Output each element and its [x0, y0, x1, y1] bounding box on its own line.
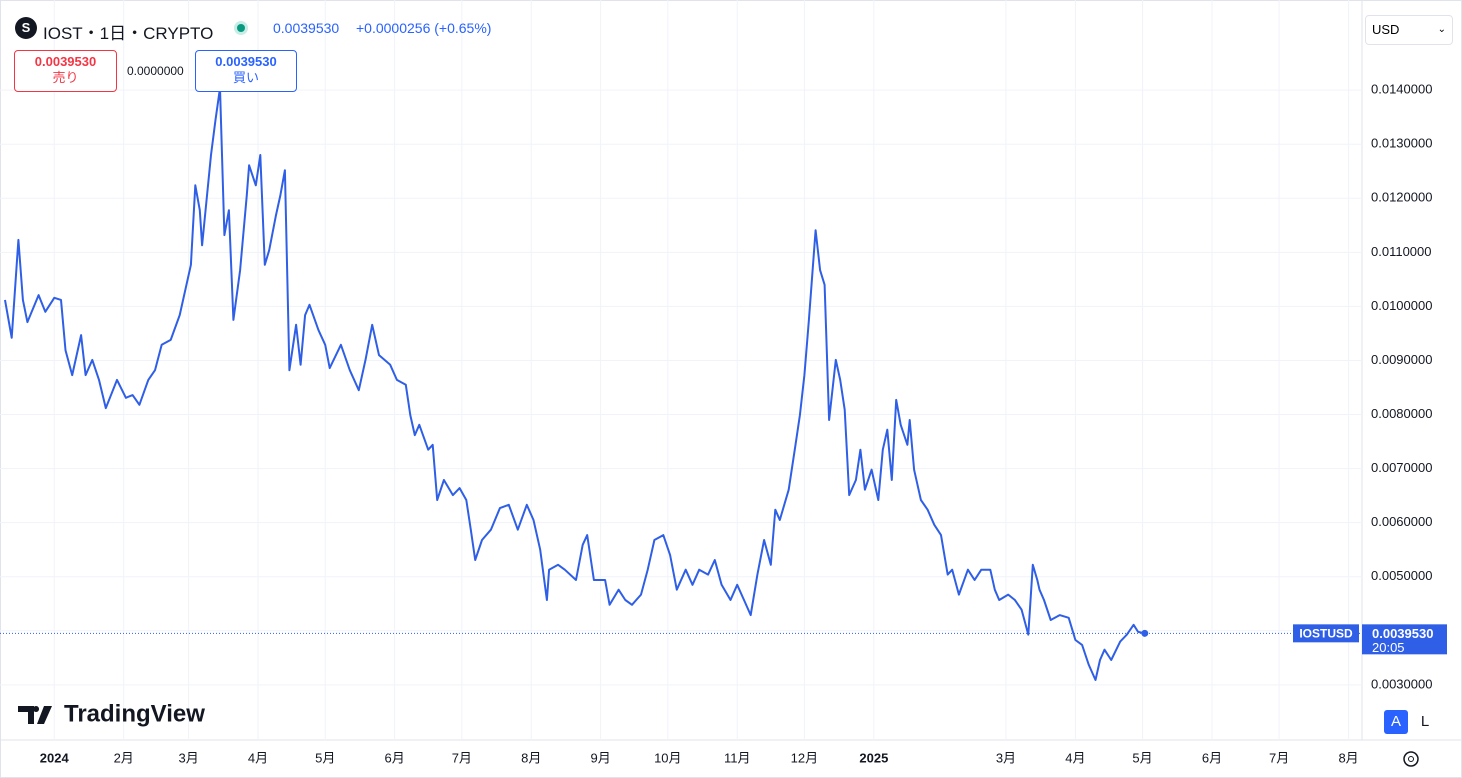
y-tick-label: 0.0130000 [1371, 136, 1432, 151]
x-tick-label: 8月 [1338, 750, 1358, 765]
x-tick-label: 7月 [1269, 750, 1289, 765]
buy-label[interactable]: 買い [232, 70, 259, 85]
log-scale-button[interactable]: L [1420, 713, 1430, 730]
y-tick-label: 0.0110000 [1371, 244, 1432, 259]
x-tick-label: 2025 [859, 750, 888, 765]
last-time: 20:05 [1372, 640, 1405, 655]
x-tick-label: 6月 [1202, 750, 1222, 765]
status-ring [234, 21, 248, 35]
buy-price[interactable]: 0.0039530 [215, 54, 277, 69]
last-price-label: 0.0039530 [1372, 626, 1433, 641]
x-tick-label: 10月 [654, 750, 681, 765]
grid [0, 0, 1362, 740]
x-tick-label: 11月 [724, 750, 751, 765]
axes: 0.00300000.00400000.00500000.00600000.00… [40, 82, 1447, 765]
x-tick-label: 9月 [591, 750, 611, 765]
x-tick-label: 8月 [521, 750, 541, 765]
x-tick-label: 12月 [791, 750, 818, 765]
sell-label[interactable]: 売り [52, 70, 79, 85]
header-price: 0.0039530 [273, 20, 340, 36]
x-tick-label: 4月 [248, 750, 268, 765]
sell-button[interactable]: 0.0039530 売り [14, 50, 117, 92]
x-tick-label: 5月 [315, 750, 335, 765]
series-name: IOSTUSD [1299, 627, 1353, 641]
x-tick-label: 2024 [40, 750, 70, 765]
y-tick-label: 0.0070000 [1371, 460, 1432, 475]
symbol-title[interactable]: IOST・1日・CRYPTO [43, 24, 214, 43]
settings-icon[interactable] [1403, 751, 1419, 767]
plot [0, 87, 1362, 681]
x-tick-label: 4月 [1065, 750, 1085, 765]
symbol-logo: S [15, 17, 37, 39]
settings-gear[interactable] [1403, 751, 1419, 767]
y-tick-label: 0.0090000 [1371, 352, 1432, 367]
x-tick-label: 7月 [452, 750, 472, 765]
last-price-box [1362, 624, 1447, 655]
tradingview-logo: TradingView [18, 700, 205, 727]
dropdown-arrow[interactable]: ⌄ [1437, 24, 1446, 35]
y-tick-label: 0.0030000 [1371, 676, 1432, 691]
y-tick-label: 0.0140000 [1371, 82, 1432, 97]
status-dot [237, 24, 245, 32]
logo-mark [18, 706, 52, 724]
x-tick-label: 2月 [114, 750, 134, 765]
last-point [1141, 629, 1149, 637]
x-tick-label: 3月 [996, 750, 1016, 765]
currency[interactable]: USD [1372, 22, 1400, 37]
auto-scale-button[interactable]: A [1384, 710, 1408, 734]
x-tick-label: 6月 [385, 750, 405, 765]
y-tick-label: 0.0050000 [1371, 568, 1432, 583]
x-tick-label: 3月 [179, 750, 199, 765]
buy-button[interactable]: 0.0039530 買い [195, 50, 297, 92]
spread: 0.0000000 [127, 64, 184, 78]
y-tick-label: 0.0120000 [1371, 190, 1432, 205]
header-change: +0.0000256 (+0.65%) [356, 20, 492, 36]
y-tick-label: 0.0060000 [1371, 514, 1432, 529]
x-tick-label: 5月 [1132, 750, 1152, 765]
y-tick-label: 0.0100000 [1371, 298, 1432, 313]
series-name-box [1293, 624, 1359, 643]
currency-select[interactable]: USD ⌄ [1365, 15, 1453, 45]
price-line [4, 87, 1146, 681]
y-tick-label: 0.0080000 [1371, 406, 1432, 421]
brand: TradingView [64, 700, 205, 727]
settings-center[interactable] [1408, 756, 1414, 762]
sell-price[interactable]: 0.0039530 [34, 54, 97, 69]
